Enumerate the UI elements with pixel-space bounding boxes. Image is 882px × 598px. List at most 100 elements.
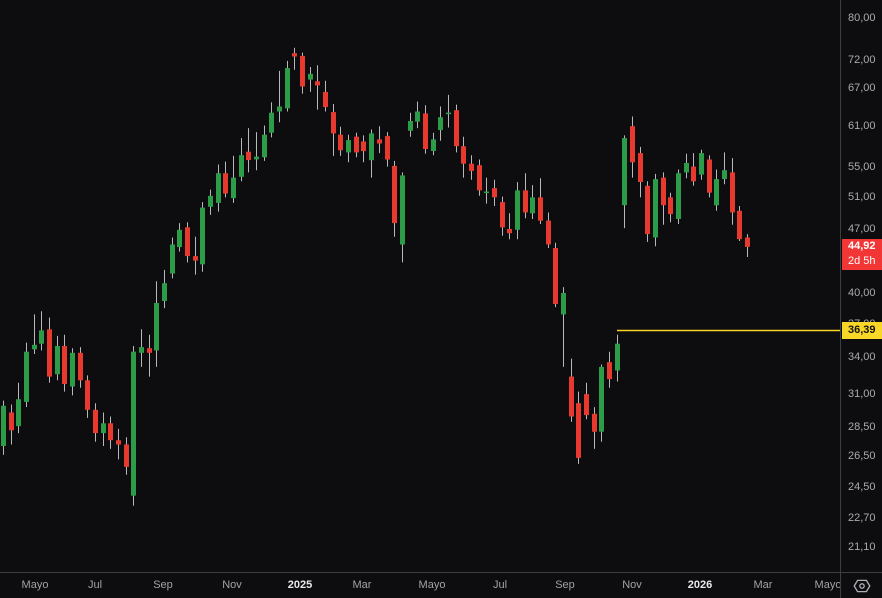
candle-down [538, 197, 543, 221]
candle-down [392, 165, 397, 224]
candle-up [131, 351, 136, 496]
candle-up [431, 139, 436, 151]
time-tick-month-label: Mar [753, 579, 773, 591]
candle-down [691, 166, 696, 182]
candle-down [454, 110, 459, 147]
price-tick-label: 72,00 [848, 54, 876, 66]
time-tick-month-label: Mayo [418, 579, 446, 591]
candle-down [108, 423, 113, 441]
candle-up [438, 117, 443, 131]
price-tick-label: 31,00 [848, 388, 876, 400]
candle-up [722, 170, 727, 179]
time-tick-month-label: Sep [153, 579, 173, 591]
candle-up [308, 73, 313, 80]
candle-up [200, 207, 205, 265]
candle-down [523, 190, 528, 213]
candle-down [584, 394, 589, 416]
price-axis[interactable]: 44,92 2d 5h 36,39 80,00 72,00 67,00 61,00 55… [840, 0, 882, 572]
axis-corner [840, 572, 882, 598]
candle-up [154, 303, 159, 351]
candle-down [62, 346, 67, 384]
candle-down [638, 153, 643, 182]
candlestick-chart[interactable] [0, 0, 840, 572]
candle-up [446, 112, 451, 115]
time-tick-year-label: 2026 [687, 579, 713, 591]
candle-up [216, 173, 221, 203]
candle-down [9, 412, 14, 431]
candle-up [70, 352, 75, 387]
candle-down [592, 413, 597, 432]
candle-down [93, 409, 98, 434]
price-tick-label: 67,00 [848, 82, 876, 94]
time-tick-month-label: Mar [352, 579, 372, 591]
candle-up [415, 111, 420, 122]
candle-up [269, 112, 274, 133]
candle-up [170, 244, 175, 274]
price-tick-label: 55,00 [848, 161, 876, 173]
price-line-axis-label: 36,39 [842, 322, 882, 339]
chart-pane[interactable] [0, 0, 840, 572]
candle-up [162, 283, 167, 301]
price-tick-label: 47,00 [848, 223, 876, 235]
candle-down [553, 248, 558, 304]
candle-down [737, 210, 742, 240]
candle-down [707, 159, 712, 193]
candle-down [354, 136, 359, 153]
candle-down [461, 146, 466, 164]
candle-down [576, 403, 581, 458]
candle-down [607, 362, 612, 380]
last-price-value: 44,92 [848, 240, 876, 252]
candle-down [500, 202, 505, 228]
candle-down [745, 237, 750, 247]
price-tick-label: 26,50 [848, 450, 876, 462]
candle-up [1, 405, 6, 446]
price-tick-label: 34,00 [848, 351, 876, 363]
settings-icon[interactable] [851, 577, 873, 595]
candle-up [32, 344, 37, 350]
price-tick-label: 51,00 [848, 191, 876, 203]
price-tick-label: 22,70 [848, 512, 876, 524]
candle-up [239, 155, 244, 177]
candle-up [408, 121, 413, 131]
time-tick-month-label: Mayo [21, 579, 49, 591]
last-price-label: 44,92 2d 5h [842, 239, 882, 270]
time-axis[interactable]: Mayo Jul Sep Nov 2025 Mar Mayo Jul Sep Nov 2026 Mar… [0, 572, 840, 598]
candle-down [668, 197, 673, 215]
candle-down [569, 376, 574, 417]
candle-up [177, 229, 182, 248]
candle-down [323, 91, 328, 108]
candle-down [223, 173, 228, 194]
candle-down [292, 53, 297, 57]
candle-down [193, 256, 198, 261]
candle-up [561, 293, 566, 315]
price-tick-label: 24,50 [848, 481, 876, 493]
candle-up [676, 173, 681, 219]
candle-down [730, 172, 735, 213]
candle-up [653, 179, 658, 238]
candle-down [78, 352, 83, 381]
candle-up [231, 177, 236, 199]
candle-down [546, 220, 551, 245]
candle-down [331, 112, 336, 134]
candle-down [492, 188, 497, 198]
candle-down [630, 126, 635, 163]
candle-up [599, 366, 604, 432]
candle-down [377, 139, 382, 144]
candle-down [124, 444, 129, 467]
time-tick-month-label: Jul [87, 579, 103, 591]
candle-down [47, 329, 52, 377]
candle-up [101, 423, 106, 434]
candle-down [85, 380, 90, 410]
candle-up [139, 347, 144, 353]
candle-up [699, 153, 704, 175]
time-tick-month-label: Nov [622, 579, 642, 591]
candle-down [661, 177, 666, 206]
candle-up [16, 399, 21, 427]
candle-up [369, 133, 374, 161]
candle-up [39, 330, 44, 344]
candle-down [246, 151, 251, 161]
candle-down [469, 163, 474, 171]
candle-down [116, 440, 121, 445]
candle-up [515, 190, 520, 230]
